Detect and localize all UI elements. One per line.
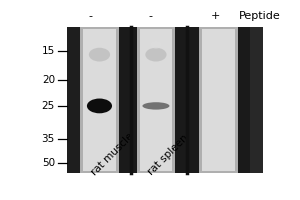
FancyBboxPatch shape <box>83 29 116 171</box>
Ellipse shape <box>145 48 166 62</box>
Ellipse shape <box>87 99 112 113</box>
Text: 20: 20 <box>42 75 55 85</box>
Text: rat muscle: rat muscle <box>89 131 136 177</box>
Text: -: - <box>148 11 152 21</box>
Text: 35: 35 <box>42 134 55 144</box>
Text: +: + <box>211 11 220 21</box>
Ellipse shape <box>89 48 110 62</box>
FancyBboxPatch shape <box>202 29 235 171</box>
Text: -: - <box>88 11 93 21</box>
FancyBboxPatch shape <box>67 27 263 173</box>
FancyBboxPatch shape <box>80 27 119 173</box>
FancyBboxPatch shape <box>250 27 263 173</box>
Text: 25: 25 <box>42 101 55 111</box>
FancyBboxPatch shape <box>140 29 172 171</box>
Text: rat spleen: rat spleen <box>146 133 190 177</box>
FancyBboxPatch shape <box>136 27 175 173</box>
Text: 50: 50 <box>42 158 55 168</box>
FancyBboxPatch shape <box>199 27 238 173</box>
Ellipse shape <box>142 102 170 110</box>
FancyBboxPatch shape <box>67 27 80 173</box>
Ellipse shape <box>150 41 162 49</box>
Text: Peptide: Peptide <box>239 11 281 21</box>
Text: 15: 15 <box>42 46 55 56</box>
